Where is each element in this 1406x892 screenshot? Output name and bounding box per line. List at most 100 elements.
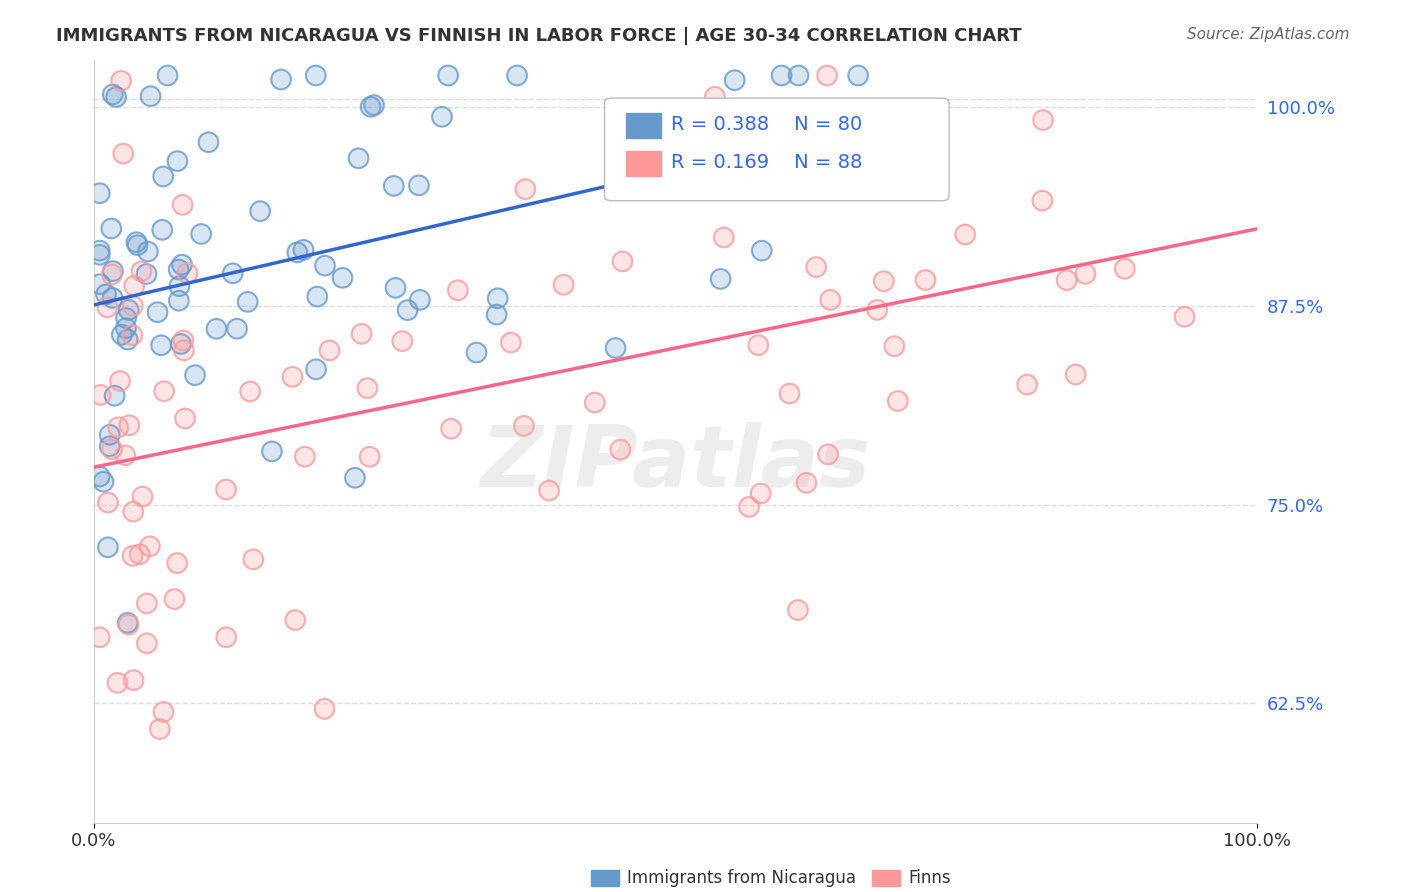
- Point: [101, 291, 124, 305]
- Point: [167, 262, 190, 277]
- Point: [139, 539, 162, 553]
- Point: [131, 264, 153, 278]
- Point: [156, 69, 179, 83]
- Point: [89, 277, 111, 292]
- Point: [146, 305, 169, 319]
- Point: [163, 592, 186, 607]
- Point: [285, 245, 308, 260]
- Point: [107, 420, 129, 434]
- Text: Immigrants from Nicaragua: Immigrants from Nicaragua: [627, 869, 856, 887]
- Point: [127, 238, 149, 252]
- Point: [163, 592, 186, 607]
- Point: [408, 178, 430, 193]
- Point: [955, 227, 977, 242]
- Point: [285, 245, 308, 260]
- Point: [747, 338, 769, 352]
- Point: [242, 552, 264, 566]
- Point: [513, 418, 536, 433]
- Point: [710, 272, 733, 286]
- Point: [465, 345, 488, 359]
- Point: [118, 617, 141, 632]
- Point: [396, 303, 419, 318]
- Point: [184, 368, 207, 383]
- Point: [139, 89, 162, 103]
- Point: [804, 260, 827, 274]
- Point: [169, 279, 191, 293]
- Point: [107, 675, 129, 690]
- Point: [347, 151, 370, 165]
- Point: [108, 374, 131, 388]
- Point: [122, 278, 145, 293]
- Point: [89, 248, 111, 262]
- Point: [612, 254, 634, 268]
- Point: [215, 483, 238, 497]
- Point: [136, 244, 159, 259]
- Point: [101, 264, 124, 278]
- Point: [139, 89, 162, 103]
- Point: [787, 69, 810, 83]
- Point: [1114, 261, 1136, 276]
- Point: [437, 69, 460, 83]
- Point: [121, 549, 143, 563]
- Point: [779, 386, 801, 401]
- Point: [118, 617, 141, 632]
- Point: [153, 384, 176, 399]
- Point: [747, 338, 769, 352]
- Point: [1074, 267, 1097, 281]
- Point: [284, 613, 307, 627]
- Point: [314, 259, 336, 273]
- Point: [131, 264, 153, 278]
- Point: [384, 281, 406, 295]
- Point: [609, 442, 631, 457]
- Point: [360, 100, 382, 114]
- Point: [1017, 377, 1039, 392]
- Point: [914, 273, 936, 287]
- Point: [131, 490, 153, 504]
- Point: [150, 338, 173, 352]
- Point: [170, 337, 193, 351]
- Point: [242, 552, 264, 566]
- Point: [294, 450, 316, 464]
- Point: [176, 266, 198, 280]
- Point: [97, 541, 120, 555]
- Point: [307, 289, 329, 303]
- Point: [170, 337, 193, 351]
- Point: [796, 475, 818, 490]
- Point: [89, 244, 111, 258]
- Point: [89, 630, 111, 644]
- Point: [887, 394, 910, 409]
- Point: [676, 122, 699, 136]
- Point: [197, 135, 219, 149]
- Point: [173, 343, 195, 358]
- Point: [117, 333, 139, 347]
- Point: [112, 146, 135, 161]
- Point: [89, 248, 111, 262]
- Point: [713, 230, 735, 244]
- Point: [117, 615, 139, 630]
- Point: [430, 110, 453, 124]
- Point: [749, 486, 772, 500]
- Point: [1174, 310, 1197, 324]
- Point: [222, 266, 245, 280]
- Point: [98, 427, 121, 442]
- Point: [779, 111, 801, 125]
- Point: [107, 675, 129, 690]
- Point: [122, 673, 145, 687]
- Point: [114, 448, 136, 462]
- Point: [765, 117, 787, 131]
- Point: [167, 293, 190, 308]
- Point: [128, 547, 150, 561]
- Point: [174, 411, 197, 425]
- Point: [751, 114, 773, 128]
- Point: [118, 303, 141, 318]
- Point: [89, 469, 111, 483]
- Point: [236, 294, 259, 309]
- Point: [152, 705, 174, 719]
- Point: [149, 722, 172, 736]
- Point: [127, 238, 149, 252]
- Point: [384, 281, 406, 295]
- Point: [605, 341, 627, 355]
- Point: [738, 500, 761, 514]
- Point: [215, 630, 238, 644]
- Point: [150, 338, 173, 352]
